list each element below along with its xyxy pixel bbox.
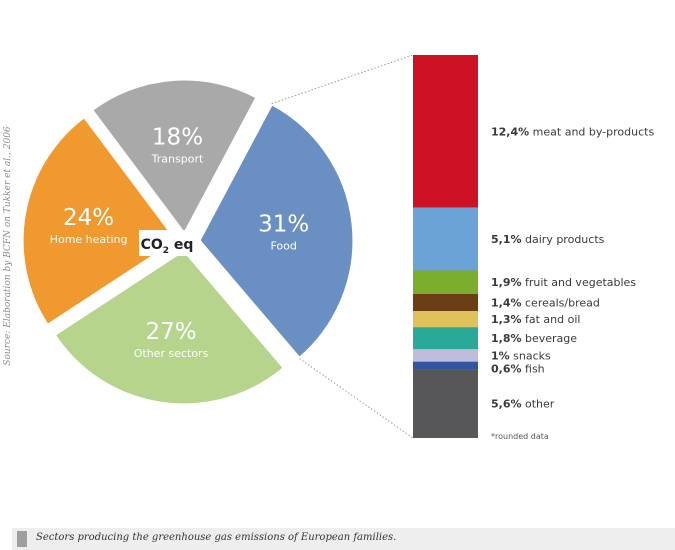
bar-segment-dairy (413, 207, 478, 271)
pie-slice-home_heating (20, 114, 180, 328)
pie-label-home_heating: Home heating (50, 233, 128, 246)
rounded-data-note: *rounded data (491, 432, 549, 441)
pie-label-food: Food (270, 239, 296, 252)
pie-slice-food (197, 101, 356, 361)
bar-segment-cereals (413, 293, 478, 312)
co2-eq-badge: CO2 eq (139, 230, 196, 256)
pie-label-transport: Transport (151, 152, 204, 165)
bar-segment-snacks (413, 349, 478, 362)
pie-slice-other_sectors (52, 247, 287, 407)
bar-label-cereals: 1,4% cereals/bread (491, 297, 600, 310)
bar-label-fruit_veg: 1,9% fruit and vegetables (491, 276, 636, 289)
bar-label-meat: 12,4% meat and by-products (491, 125, 654, 138)
figure-caption: Sectors producing the greenhouse gas emi… (36, 532, 397, 543)
pie-slice-transport (89, 77, 260, 237)
pie-pct-transport: 18% (152, 124, 203, 150)
co2-eq-label: CO2 eq (141, 237, 194, 256)
bar-segment-fat_oil (413, 311, 478, 328)
bar-segment-meat (413, 55, 478, 208)
bar-segment-other (413, 369, 478, 438)
co2-badge-bg (139, 230, 196, 256)
caption-marker (17, 531, 27, 547)
caption-bar: Sectors producing the greenhouse gas emi… (12, 528, 675, 550)
emissions-chart: 31% Food 27% Other sectors 24% Home heating 18… (20, 54, 654, 441)
bar-label-other: 5,6% other (491, 398, 555, 411)
bar-label-dairy: 5,1% dairy products (491, 233, 605, 246)
connector-top (271, 54, 414, 105)
connector-bottom (299, 358, 414, 439)
pie-chart: 31% Food 27% Other sectors 24% Home heating 18… (20, 77, 356, 407)
pie-pct-food: 31% (258, 211, 309, 237)
pie-pct-other_sectors: 27% (145, 319, 196, 345)
bar-label-fish: 0,6% fish (491, 362, 545, 375)
connector-lines (271, 54, 414, 439)
bar-segment-fruit_veg (413, 270, 478, 294)
bar-segment-beverage (413, 327, 478, 350)
bar-label-beverage: 1,8% beverage (491, 332, 577, 345)
pie-label-other_sectors: Other sectors (134, 347, 209, 360)
food-breakdown-labels: 12,4% meat and by-products 5,1% dairy pro… (491, 125, 654, 441)
bar-label-fat_oil: 1,3% fat and oil (491, 313, 580, 326)
food-breakdown-bar (413, 55, 478, 438)
pie-pct-home_heating: 24% (63, 205, 114, 231)
bar-segment-fish (413, 361, 478, 370)
bar-label-snacks: 1% snacks (491, 349, 551, 362)
